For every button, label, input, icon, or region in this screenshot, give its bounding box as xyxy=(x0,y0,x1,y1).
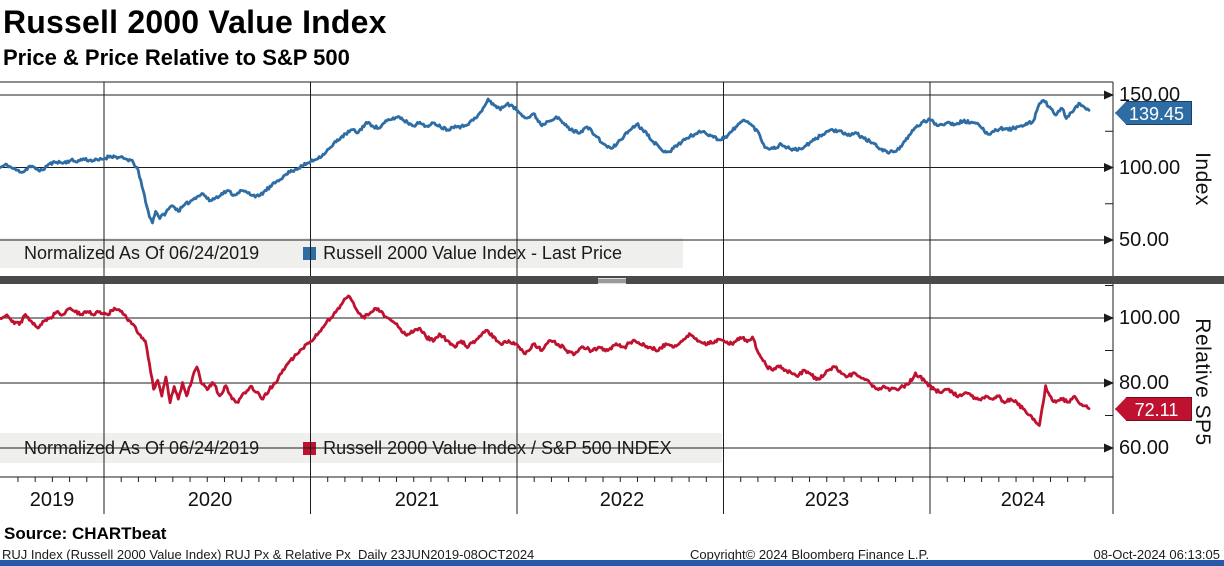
divider-grip-icon[interactable] xyxy=(598,278,626,284)
xtick-2023: 2023 xyxy=(804,489,850,511)
page-subtitle: Price & Price Relative to S&P 500 xyxy=(3,45,350,70)
xtick-2021: 2021 xyxy=(394,489,440,511)
xtick-2024: 2024 xyxy=(1000,489,1046,511)
xtick-2022: 2022 xyxy=(599,489,645,511)
xtick-2020: 2020 xyxy=(187,489,233,511)
bottom-legend: Normalized As Of 06/24/2019 Russell 2000… xyxy=(0,433,722,463)
top-ytick-50: 50.00 xyxy=(1119,229,1170,251)
bottom-ytick-80: 80.00 xyxy=(1119,372,1170,394)
source-label: Source: CHARTbeat xyxy=(4,524,167,543)
top-ytick-100: 100.00 xyxy=(1119,157,1181,179)
bottom-accent-bar xyxy=(0,560,1224,566)
footer-timestamp: 08-Oct-2024 06:13:05 xyxy=(1093,547,1220,562)
top-legend: Normalized As Of 06/24/2019 Russell 2000… xyxy=(0,238,683,268)
last-price-badge-red: 72.11 xyxy=(1115,397,1192,421)
blue-series-swatch-icon xyxy=(303,246,317,260)
xtick-2019: 2019 xyxy=(29,489,75,511)
footer-copyright: Copyright© 2024 Bloomberg Finance L.P. xyxy=(690,547,930,562)
bottom-ytick-100: 100.00 xyxy=(1119,307,1181,329)
bottom-ytick-60: 60.00 xyxy=(1119,437,1170,459)
bottom-axis-name: Relative SP5 xyxy=(1191,318,1214,446)
page-title: Russell 2000 Value Index xyxy=(3,4,387,40)
last-price-badge-blue: 139.45 xyxy=(1115,101,1192,125)
top-ytick-150: 150.00 xyxy=(1119,84,1181,106)
footer-security-info: RUJ Index (Russell 2000 Value Index) RUJ… xyxy=(2,547,535,562)
bottom-legend-series-label: Russell 2000 Value Index / S&P 500 INDEX xyxy=(323,437,672,458)
top-legend-normalized-label: Normalized As Of 06/24/2019 xyxy=(24,242,260,263)
red-series-swatch-icon xyxy=(303,441,317,455)
top-legend-series-label: Russell 2000 Value Index - Last Price xyxy=(323,242,622,263)
top-axis-name: Index xyxy=(1191,152,1214,206)
bottom-legend-normalized-label: Normalized As Of 06/24/2019 xyxy=(24,437,260,458)
